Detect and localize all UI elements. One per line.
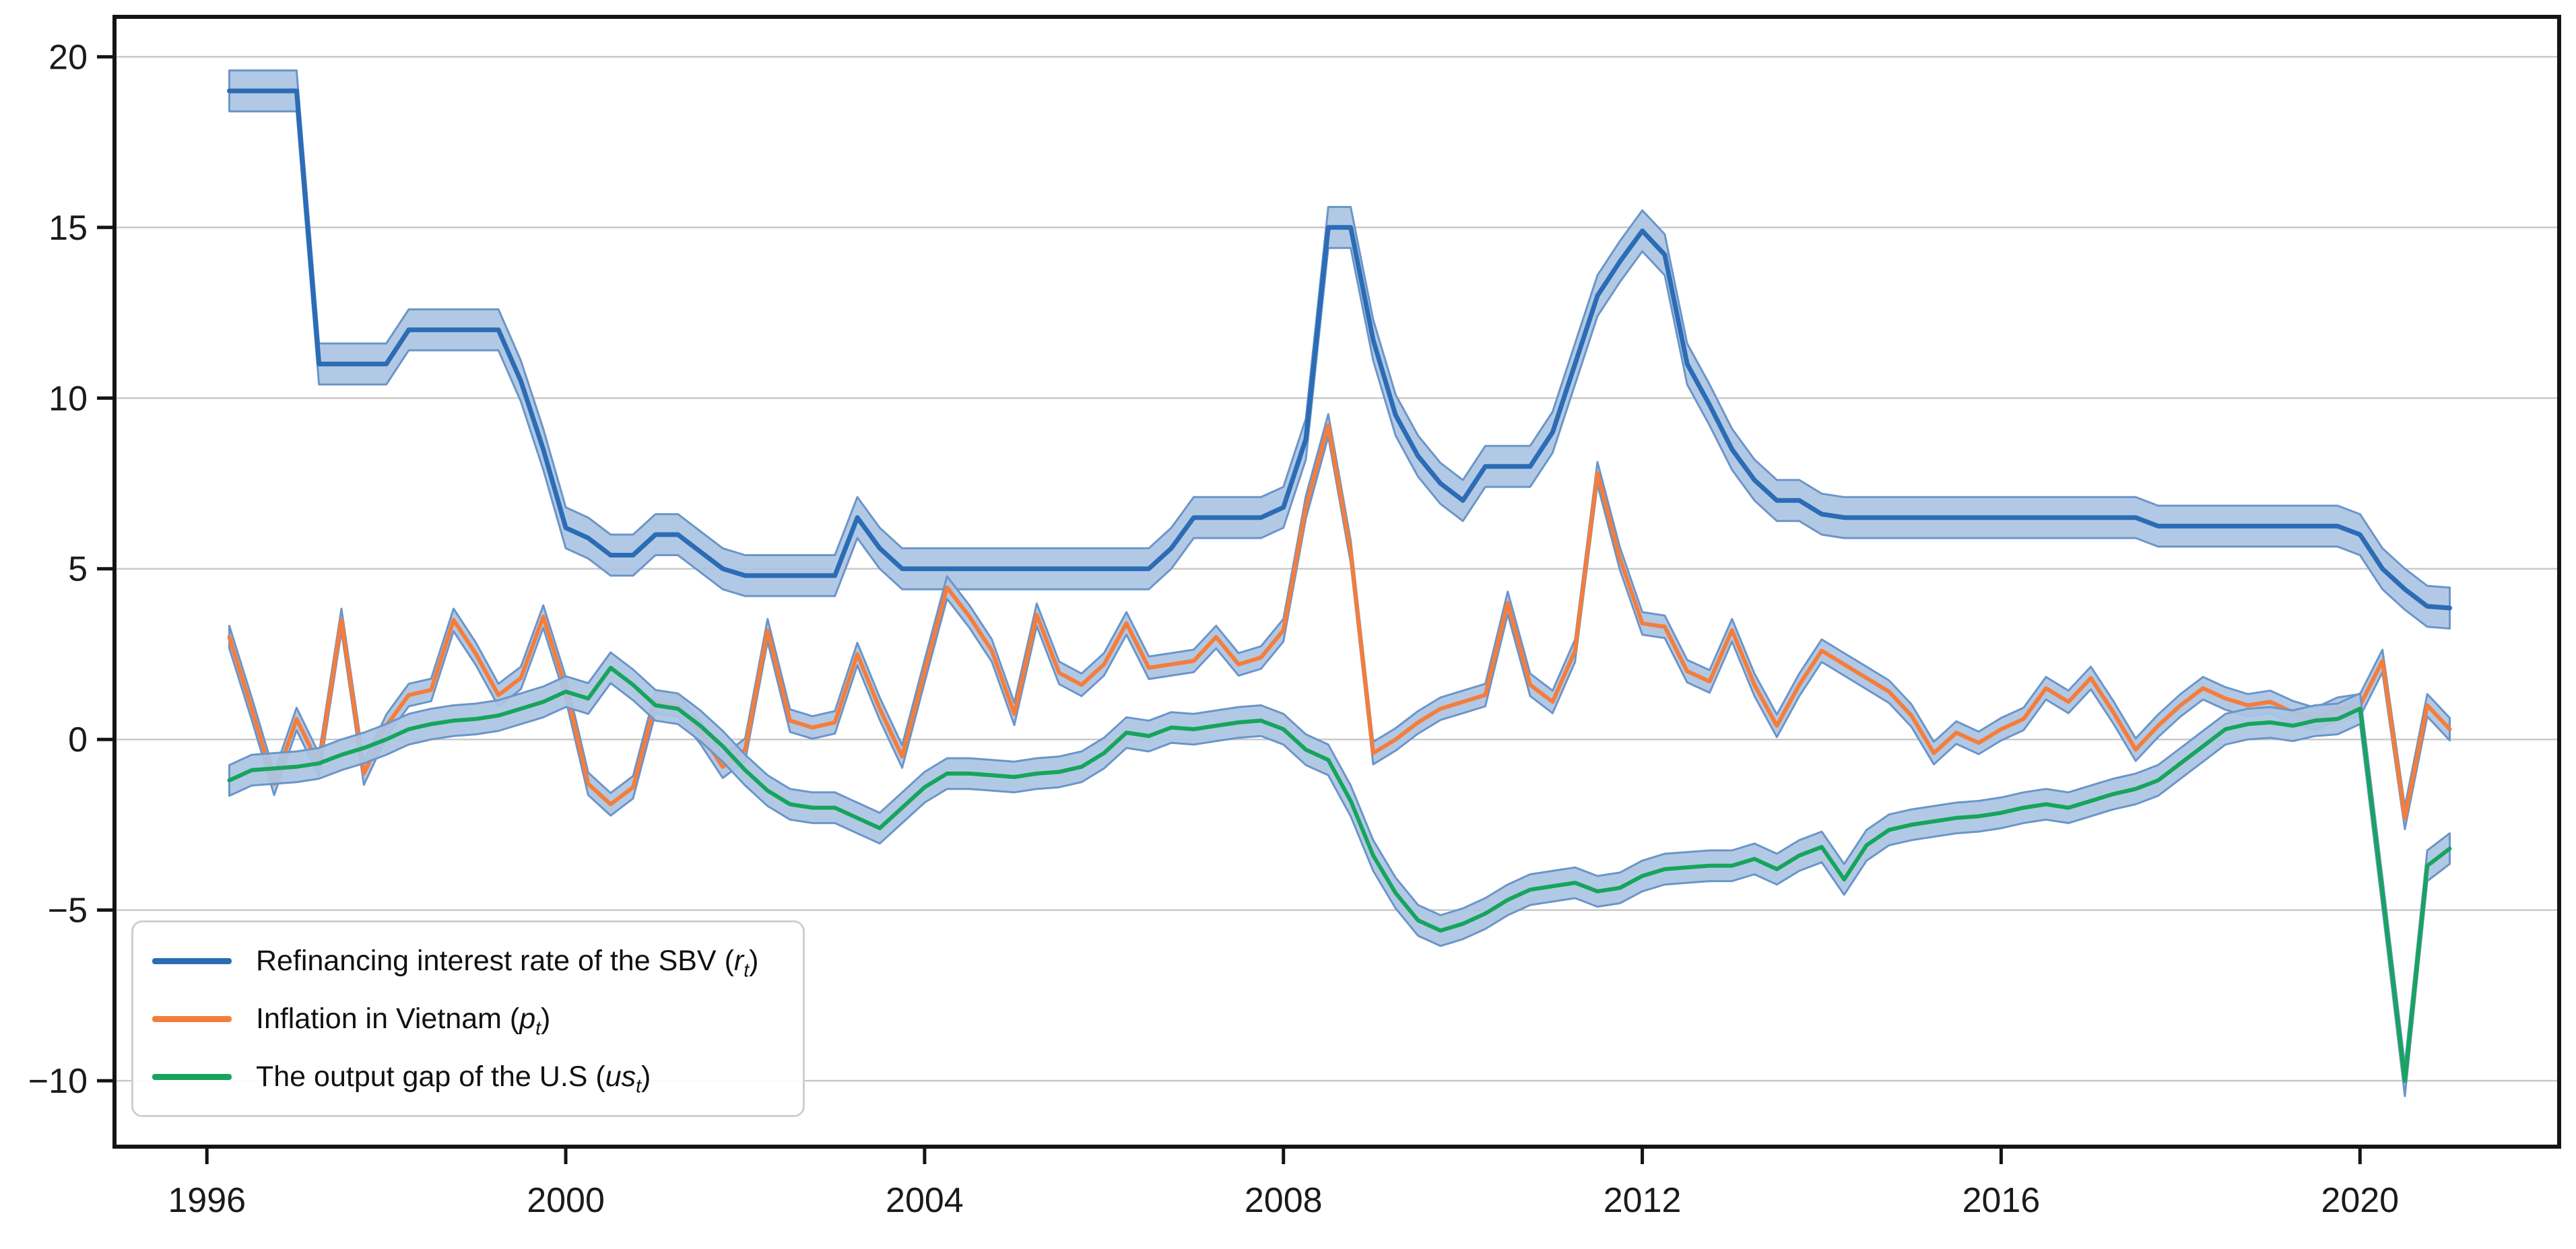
- x-tick-label-2000: 2000: [527, 1181, 605, 1220]
- series-0: [227, 69, 2452, 630]
- y-tick-label-0: 0: [68, 720, 88, 759]
- x-tick-label-1996: 1996: [168, 1181, 246, 1220]
- series-line-2: [227, 665, 2452, 1083]
- series-2: [227, 651, 2452, 1098]
- x-tick-label-2016: 2016: [1962, 1181, 2041, 1220]
- y-tick-label--5: −5: [48, 891, 88, 931]
- confidence-band-0: [228, 69, 2451, 630]
- y-tick-label-15: 15: [48, 209, 88, 248]
- x-tick-label-2020: 2020: [2321, 1181, 2399, 1220]
- y-tick-label-20: 20: [48, 38, 88, 77]
- series-line-0: [227, 88, 2452, 611]
- legend-swatch-inflation: [152, 1015, 232, 1022]
- axis-tick-labels: 20 15 10 5 0 −5 −10 1996 2000 2004 2008 2012 2016 202…: [28, 38, 2399, 1220]
- legend-swatch-us-output-gap: [152, 1073, 232, 1080]
- series-1: [227, 413, 2452, 830]
- x-tick-label-2004: 2004: [886, 1181, 964, 1220]
- x-tick-label-2012: 2012: [1604, 1181, 1682, 1220]
- legend-item-us-output-gap: The output gap of the U.S (ust): [133, 1060, 803, 1098]
- x-tick-label-2008: 2008: [1245, 1181, 1323, 1220]
- legend-label-us-output-gap: The output gap of the U.S (ust): [256, 1060, 651, 1098]
- y-tick-label--10: −10: [28, 1062, 88, 1101]
- legend-box: Refinancing interest rate of the SBV (rt…: [131, 920, 805, 1117]
- confidence-band-2: [228, 651, 2451, 1098]
- legend-item-inflation: Inflation in Vietnam (pt): [133, 1002, 803, 1040]
- legend-swatch-refinancing-rate: [152, 957, 232, 964]
- plot-frame: [112, 15, 2561, 1149]
- y-tick-label-10: 10: [48, 379, 88, 418]
- y-tick-label-5: 5: [68, 550, 88, 589]
- legend-label-inflation: Inflation in Vietnam (pt): [256, 1002, 551, 1040]
- legend-label-refinancing-rate: Refinancing interest rate of the SBV (rt…: [256, 944, 759, 982]
- axis-ticks: [97, 55, 2362, 1164]
- legend-item-refinancing-rate: Refinancing interest rate of the SBV (rt…: [133, 944, 803, 982]
- series-line-1: [227, 423, 2452, 820]
